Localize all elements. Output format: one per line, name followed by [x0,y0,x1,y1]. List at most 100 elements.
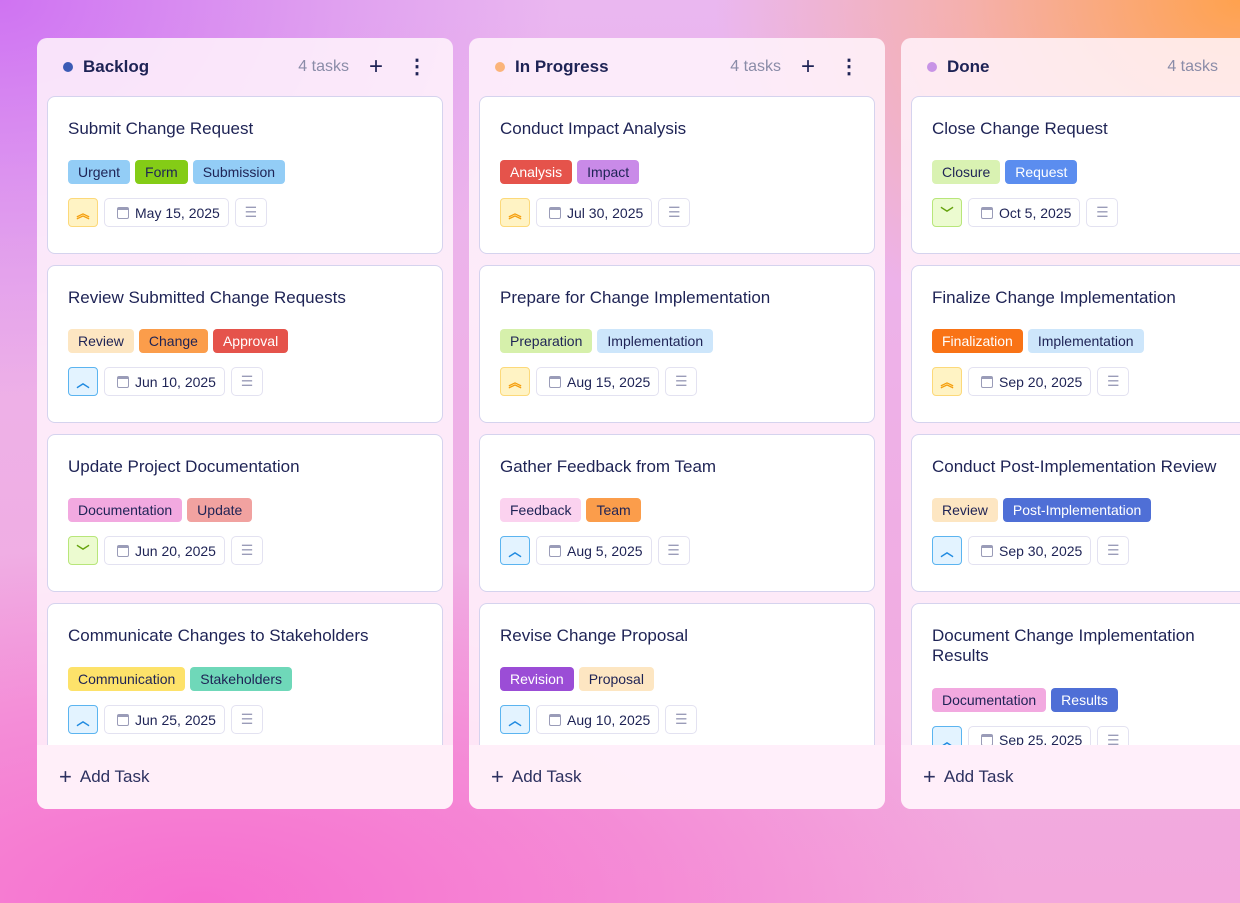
tag: Closure [932,160,1001,185]
description-icon[interactable]: ☰ [230,536,263,566]
priority-low-icon[interactable]: ﹀ [68,536,98,566]
task-card[interactable]: Submit Change Request Urgent Form Submissi… [47,96,443,254]
task-card[interactable]: Review Submitted Change Requests Review C… [47,265,443,423]
priority-high-icon[interactable]: ︽ [932,367,962,397]
description-icon[interactable]: ☰ [1097,367,1130,397]
task-card[interactable]: Close Change Request Closure Request ﹀ Oc… [911,96,1240,254]
description-icon[interactable]: ☰ [1086,198,1119,228]
tag: Revision [500,667,574,692]
plus-icon: + [491,764,504,789]
task-count: 4 tasks [730,58,781,75]
due-date[interactable]: Aug 5, 2025 [536,536,652,566]
task-card[interactable]: Finalize Change Implementation Finalizat… [911,265,1240,423]
tag: Change [138,329,208,354]
description-icon[interactable]: ☰ [1097,536,1130,566]
priority-high-icon[interactable]: ︽ [500,198,530,228]
due-date-text: Jun 20, 2025 [135,542,216,559]
due-date[interactable]: Aug 15, 2025 [536,367,660,397]
due-date[interactable]: Sep 30, 2025 [968,536,1092,566]
task-title: Finalize Change Implementation [932,288,1176,307]
priority-medium-icon[interactable]: ︿ [500,705,530,735]
priority-high-icon[interactable]: ︽ [500,367,530,397]
card-meta: ︿ Aug 5, 2025 ☰ [500,536,854,566]
tag: Feedback [500,498,582,523]
tag-list: Documentation Results [932,687,1232,712]
card-list: Close Change Request Closure Request ﹀ Oc… [901,96,1240,745]
task-card[interactable]: Conduct Post-Implementation Review Revie… [911,434,1240,592]
add-task-button[interactable]: + Add Task [901,745,1240,809]
task-title: Close Change Request [932,119,1108,138]
task-card[interactable]: Gather Feedback from Team Feedback Team ︿… [479,434,875,592]
task-title: Prepare for Change Implementation [500,288,771,307]
tag: Submission [192,160,286,185]
more-options-icon[interactable]: ⋮ [407,56,427,78]
priority-medium-icon[interactable]: ︿ [500,536,530,566]
add-task-button[interactable]: + Add Task [469,745,885,809]
tag-list: Closure Request [932,160,1232,185]
priority-medium-icon[interactable]: ︿ [932,536,962,566]
priority-high-icon[interactable]: ︽ [68,198,98,228]
calendar-icon [981,206,993,219]
calendar-icon [981,544,993,557]
tag-list: Analysis Impact [500,160,854,185]
task-title: Update Project Documentation [68,457,300,476]
card-meta: ﹀ Oct 5, 2025 ☰ [932,198,1232,228]
description-icon[interactable]: ☰ [658,198,691,228]
tag: Documentation [68,498,183,523]
tag-list: Communication Stakeholders [68,667,422,692]
tag: Results [1051,687,1118,712]
priority-medium-icon[interactable]: ︿ [932,725,962,745]
more-options-icon[interactable]: ⋮ [839,56,859,78]
card-meta: ︿ Aug 10, 2025 ☰ [500,705,854,735]
priority-medium-icon[interactable]: ︿ [68,367,98,397]
calendar-icon [117,206,129,219]
task-title: Conduct Post-Implementation Review [932,457,1217,476]
card-meta: ︽ Jul 30, 2025 ☰ [500,198,854,228]
tag-list: Review Post-Implementation [932,498,1232,523]
due-date-text: Aug 10, 2025 [567,711,651,728]
due-date[interactable]: Oct 5, 2025 [968,198,1081,228]
description-icon[interactable]: ☰ [657,536,690,566]
tag: Analysis [500,160,573,185]
due-date[interactable]: May 15, 2025 [104,198,229,228]
task-title: Gather Feedback from Team [500,457,717,476]
tag: Communication [68,667,186,692]
due-date[interactable]: Sep 20, 2025 [968,367,1092,397]
tag: Impact [577,160,640,185]
due-date-text: Sep 30, 2025 [999,542,1083,559]
task-card[interactable]: Prepare for Change Implementation Prepar… [479,265,875,423]
column-done: Done 4 tasks Close Change Request Closur… [901,38,1240,809]
due-date[interactable]: Jun 20, 2025 [104,536,225,566]
task-card[interactable]: Revise Change Proposal Revision Proposal … [479,603,875,745]
add-task-button[interactable]: + Add Task [37,745,453,809]
due-date[interactable]: Jun 10, 2025 [104,367,225,397]
card-meta: ︽ May 15, 2025 ☰ [68,198,422,228]
task-card[interactable]: Update Project Documentation Documentati… [47,434,443,592]
due-date[interactable]: Aug 10, 2025 [536,705,660,735]
card-list: Submit Change Request Urgent Form Submissi… [37,96,453,745]
description-icon[interactable]: ☰ [234,198,267,228]
description-icon[interactable]: ☰ [230,367,263,397]
due-date[interactable]: Sep 25, 2025 [968,725,1092,745]
description-icon[interactable]: ☰ [665,705,698,735]
description-icon[interactable]: ☰ [230,705,263,735]
tag-list: Documentation Update [68,498,422,523]
tag: Review [68,329,134,354]
card-meta: ︿ Jun 10, 2025 ☰ [68,367,422,397]
calendar-icon [117,713,129,726]
due-date[interactable]: Jul 30, 2025 [536,198,653,228]
description-icon[interactable]: ☰ [665,367,698,397]
task-card[interactable]: Communicate Changes to Stakeholders Comm… [47,603,443,745]
due-date[interactable]: Jun 25, 2025 [104,705,225,735]
task-title: Submit Change Request [68,119,254,138]
task-card[interactable]: Document Change Implementation Results D… [911,603,1240,745]
due-date-text: Oct 5, 2025 [999,204,1072,221]
status-dot [63,62,73,72]
add-icon[interactable]: + [800,53,815,80]
priority-low-icon[interactable]: ﹀ [932,198,962,228]
add-icon[interactable]: + [368,53,383,80]
description-icon[interactable]: ☰ [1097,725,1130,745]
task-card[interactable]: Conduct Impact Analysis Analysis Impact ︽… [479,96,875,254]
priority-medium-icon[interactable]: ︿ [68,705,98,735]
